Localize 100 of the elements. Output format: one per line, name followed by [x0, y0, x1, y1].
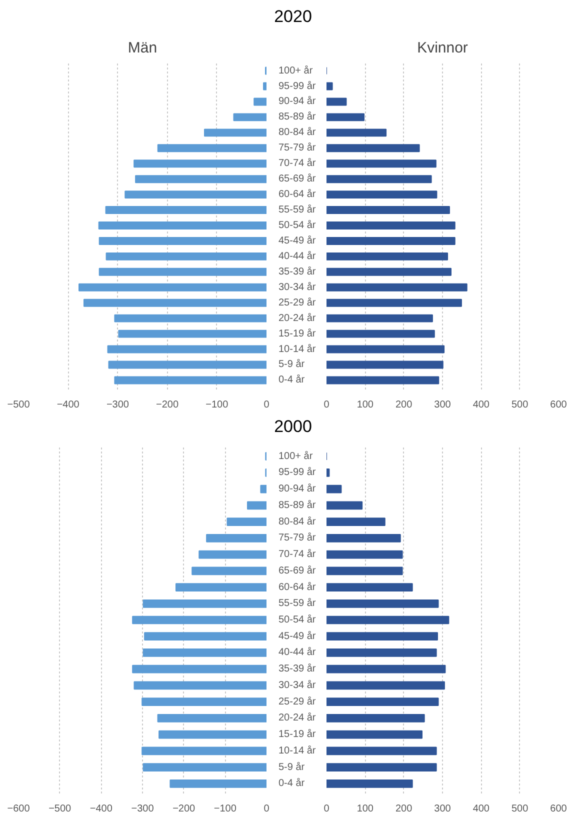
x-tick-label: 600 — [550, 804, 568, 814]
bar — [326, 468, 330, 477]
x-tick-label: 0 — [264, 400, 270, 410]
bar — [326, 330, 435, 338]
bar — [326, 314, 433, 322]
y-tick-label: 15-19 år — [278, 728, 316, 740]
x-tick-label: 400 — [472, 804, 490, 814]
y-tick-label: 65-69 år — [278, 564, 316, 576]
bar — [326, 222, 456, 230]
bar — [326, 345, 445, 354]
y-tick-label: 40-44 år — [278, 250, 316, 262]
y-tick-label: 0-4 år — [278, 777, 306, 790]
y-tick-label: 45-49 år — [278, 234, 316, 246]
y-tick-label: 5-9 år — [278, 358, 306, 370]
x-tick-label: −600 — [7, 804, 30, 814]
y-tick-label: 25-29 år — [278, 695, 316, 708]
chart-title: 2000 — [274, 416, 312, 438]
y-tick-label: 25-29 år — [278, 296, 316, 308]
y-tick-label: 20-24 år — [278, 712, 316, 724]
x-tick-label: −500 — [7, 400, 30, 410]
x-tick-label: 200 — [395, 804, 413, 814]
bar — [326, 113, 365, 122]
x-tick-label: 300 — [434, 804, 452, 814]
bar — [326, 283, 468, 292]
y-tick-label: 80-84 år — [278, 515, 316, 528]
y-tick-label: 50-54 år — [278, 219, 316, 231]
y-tick-label: 65-69 år — [278, 172, 316, 185]
x-tick-label: 0 — [324, 400, 330, 410]
bar — [326, 779, 413, 788]
y-tick-label: 85-89 år — [278, 110, 316, 123]
bar — [326, 175, 432, 184]
x-tick-label: 500 — [511, 400, 529, 410]
y-tick-label: 100+ år — [278, 450, 314, 462]
chart-subtitle: Kvinnor — [417, 40, 468, 56]
chart-subtitle: Män — [128, 40, 158, 56]
x-tick-label: 500 — [511, 804, 529, 814]
y-tick-label: 35-39 år — [278, 662, 316, 675]
bar — [326, 160, 436, 168]
y-tick-label: 5-9 år — [278, 760, 306, 773]
bar — [326, 632, 438, 641]
bar — [326, 730, 423, 739]
bar — [326, 518, 386, 526]
bar — [326, 648, 437, 657]
y-tick-label: 90-94 år — [278, 95, 316, 108]
x-tick-label: 200 — [395, 400, 413, 410]
bar — [326, 236, 456, 245]
y-tick-label: 60-64 år — [278, 188, 316, 200]
x-tick-label: −200 — [156, 400, 179, 410]
x-tick-label: −300 — [131, 804, 154, 814]
bar — [326, 583, 413, 592]
bar — [326, 698, 439, 706]
x-tick-label: −100 — [214, 804, 237, 814]
x-tick-label: 400 — [472, 400, 490, 410]
y-tick-label: 40-44 år — [278, 646, 316, 658]
x-tick-label: −100 — [206, 400, 229, 410]
y-tick-label: 30-34 år — [278, 678, 316, 691]
y-tick-label: 100+ år — [278, 64, 314, 76]
bar — [326, 616, 450, 624]
bar — [326, 190, 438, 199]
x-tick-label: 0 — [264, 804, 270, 814]
y-tick-label: 30-34 år — [278, 280, 316, 293]
bar — [326, 763, 437, 772]
y-tick-label: 95-99 år — [278, 466, 316, 478]
y-tick-label: 20-24 år — [278, 312, 316, 324]
bar — [326, 681, 445, 690]
y-tick-label: 95-99 år — [278, 80, 316, 92]
y-tick-label: 10-14 år — [278, 342, 316, 355]
y-tick-label: 75-79 år — [278, 532, 316, 544]
bar — [326, 484, 342, 494]
y-tick-label: 60-64 år — [278, 580, 316, 593]
bar — [326, 501, 363, 510]
bar — [326, 376, 440, 384]
y-tick-label: 10-14 år — [278, 744, 316, 756]
x-tick-label: −500 — [48, 804, 72, 814]
y-tick-label: 75-79 år — [278, 142, 316, 154]
bar — [326, 664, 446, 674]
y-tick-label: 55-59 år — [278, 204, 316, 216]
y-tick-label: 15-19 år — [278, 327, 316, 340]
y-tick-label: 35-39 år — [278, 265, 316, 278]
y-tick-label: 50-54 år — [278, 614, 316, 626]
x-tick-label: 100 — [356, 804, 374, 814]
x-tick-label: −300 — [106, 400, 130, 410]
x-tick-label: 600 — [550, 400, 568, 410]
bar — [326, 268, 452, 276]
x-tick-label: −400 — [90, 804, 113, 814]
x-tick-label: −400 — [56, 400, 80, 410]
y-tick-label: 85-89 år — [278, 498, 316, 511]
x-tick-label: 100 — [356, 400, 374, 410]
bar — [326, 128, 387, 137]
bar — [326, 144, 420, 152]
y-tick-label: 90-94 år — [278, 482, 316, 495]
bar — [326, 534, 401, 542]
bar — [326, 298, 462, 307]
x-tick-label: 300 — [434, 400, 452, 410]
y-tick-label: 0-4 år — [278, 374, 306, 386]
bar — [326, 746, 437, 756]
x-tick-label: 0 — [324, 804, 330, 814]
bar — [326, 98, 347, 106]
y-tick-label: 55-59 år — [278, 597, 316, 610]
bar — [326, 714, 425, 722]
